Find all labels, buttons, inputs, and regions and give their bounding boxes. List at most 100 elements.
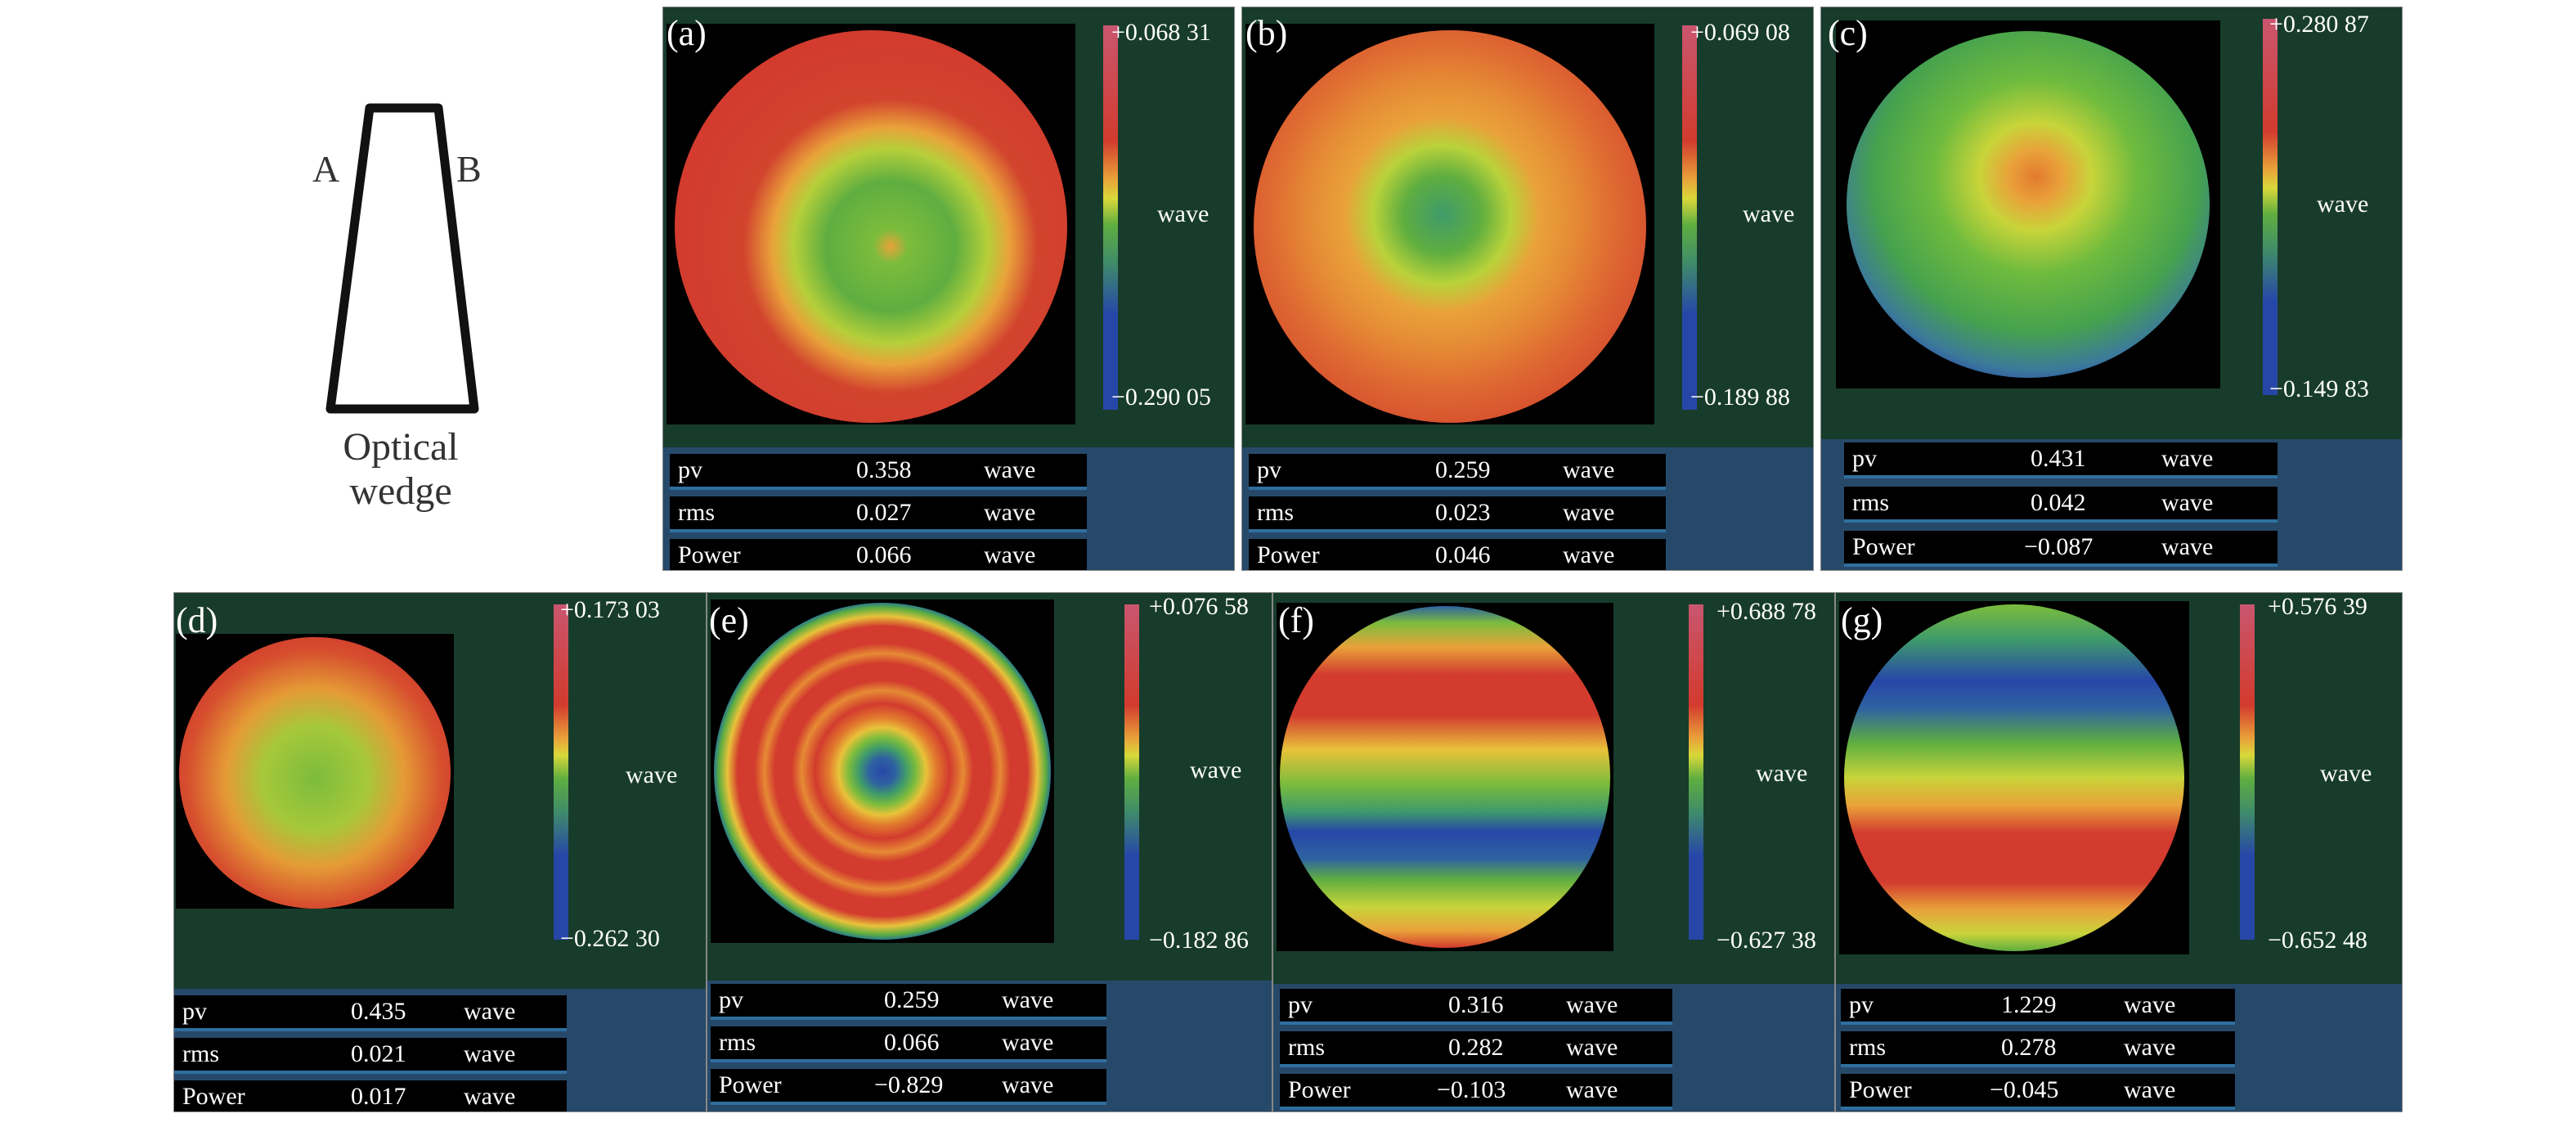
stat-unit: wave — [2161, 489, 2214, 516]
stat-name: rms — [678, 499, 715, 526]
color-scale-bar — [1124, 604, 1139, 940]
scale-max-value: +0.173 03 — [560, 596, 660, 623]
stat-value: 0.259 — [884, 986, 940, 1013]
stat-value: 0.023 — [1435, 499, 1491, 526]
stat-value: 1.229 — [2001, 991, 2057, 1018]
stat-value: 0.066 — [856, 541, 912, 568]
optical-wedge-diagram: A B Optical wedge — [294, 74, 507, 548]
stat-row-rms: rms 0.021 wave — [174, 1038, 567, 1074]
stat-row-rms: rms 0.278 wave — [1841, 1031, 2235, 1067]
stat-unit: wave — [464, 1083, 516, 1110]
stat-value: −0.087 — [2024, 533, 2094, 560]
stat-value: 0.066 — [884, 1029, 940, 1056]
stat-unit: wave — [2124, 991, 2176, 1018]
stat-value: 0.017 — [351, 1083, 406, 1110]
stat-value: 0.431 — [2031, 445, 2086, 472]
stats-area: pv 0.358 wave rms 0.027 wave Power 0.066… — [663, 447, 1234, 570]
stat-name: pv — [1849, 991, 1874, 1018]
panel-label: (a) — [666, 13, 707, 53]
color-scale-bar — [1682, 25, 1697, 410]
stat-unit: wave — [1563, 499, 1615, 526]
stat-value: −0.045 — [1990, 1076, 2059, 1103]
stat-row-rms: rms 0.023 wave — [1249, 496, 1666, 532]
stat-name: Power — [678, 541, 741, 568]
stat-row-power: Power −0.103 wave — [1280, 1074, 1672, 1110]
stat-name: rms — [1849, 1034, 1886, 1061]
panel-label: (g) — [1841, 600, 1883, 640]
stat-unit: wave — [984, 456, 1036, 483]
stats-area: pv 0.259 wave rms 0.066 wave Power −0.82… — [707, 981, 1272, 1111]
scale-unit: wave — [1756, 760, 1808, 787]
color-scale-bar — [2240, 604, 2255, 940]
stat-row-pv: pv 0.259 wave — [711, 984, 1106, 1020]
stat-unit: wave — [2161, 533, 2214, 560]
panel-c: (c) +0.280 87 wave −0.149 83 pv 0.431 — [1820, 7, 2403, 571]
color-scale-bar — [554, 604, 568, 940]
stat-value: 0.027 — [856, 499, 912, 526]
wedge-caption-line-2: wedge — [349, 469, 452, 513]
stat-value: 0.278 — [2001, 1034, 2057, 1061]
stat-row-pv: pv 0.316 wave — [1280, 989, 1672, 1025]
stat-unit: wave — [984, 541, 1036, 568]
wavefront-map-c — [1847, 31, 2210, 378]
wavefront-map-e — [714, 603, 1051, 940]
stat-unit: wave — [1566, 1034, 1618, 1061]
stat-row-pv: pv 0.435 wave — [174, 995, 567, 1031]
scale-max-value: +0.576 39 — [2268, 593, 2367, 620]
stats-area: pv 1.229 wave rms 0.278 wave Power −0.04… — [1836, 984, 2402, 1111]
stat-row-rms: rms 0.282 wave — [1280, 1031, 1672, 1067]
panel-f: (f) — [1272, 592, 1835, 1112]
wavefront-map — [176, 634, 454, 909]
stat-row-power: Power 0.017 wave — [174, 1080, 567, 1111]
scale-min-value: −0.182 86 — [1149, 927, 1249, 954]
stat-name: Power — [1257, 541, 1320, 568]
stat-name: pv — [678, 456, 702, 483]
stat-value: −0.829 — [874, 1071, 944, 1098]
scale-max-value: +0.688 78 — [1717, 598, 1816, 625]
stat-name: pv — [719, 986, 743, 1013]
stat-row-power: Power 0.046 wave — [1249, 539, 1666, 570]
wedge-caption-line-1: Optical — [343, 425, 459, 469]
stat-value: 0.358 — [856, 456, 912, 483]
scale-unit: wave — [1157, 200, 1209, 227]
stat-unit: wave — [1566, 1076, 1618, 1103]
panel-g: (g) +0.5 — [1835, 592, 2403, 1112]
stat-name: Power — [1849, 1076, 1912, 1103]
wavefront-map — [1245, 24, 1654, 424]
scale-min-value: −0.652 48 — [2268, 927, 2367, 954]
wavefront-map-a — [675, 30, 1067, 423]
panel-d: (d) +0.173 03 wave −0.262 30 pv 0.435 wa… — [173, 592, 707, 1112]
wavefront-map — [666, 24, 1075, 424]
stat-value: 0.021 — [351, 1040, 406, 1067]
stat-row-pv: pv 0.431 wave — [1844, 442, 2278, 478]
stat-name: Power — [1288, 1076, 1351, 1103]
stat-value: 0.042 — [2031, 489, 2086, 516]
scale-min-value: −0.627 38 — [1717, 927, 1816, 954]
stat-name: rms — [1288, 1034, 1325, 1061]
stat-value: −0.103 — [1437, 1076, 1506, 1103]
color-scale-bar — [2263, 19, 2278, 395]
stat-row-pv: pv 0.259 wave — [1249, 454, 1666, 490]
stat-name: Power — [719, 1071, 782, 1098]
stat-name: rms — [1257, 499, 1294, 526]
stats-area: pv 0.435 wave rms 0.021 wave Power 0.017… — [174, 989, 706, 1111]
wavefront-map — [711, 599, 1054, 943]
stat-row-pv: pv 1.229 wave — [1841, 989, 2235, 1025]
stat-name: pv — [1257, 456, 1281, 483]
scale-unit: wave — [626, 761, 678, 788]
stat-unit: wave — [2161, 445, 2214, 472]
stat-name: Power — [1852, 533, 1915, 560]
panel-label: (d) — [176, 600, 218, 640]
scale-min-value: −0.149 83 — [2269, 375, 2369, 402]
panel-a: (a) +0.068 31 wave −0.290 05 pv 0.358 — [662, 7, 1235, 571]
stat-unit: wave — [1002, 1071, 1054, 1098]
stat-unit: wave — [1002, 986, 1054, 1013]
wedge-shape — [325, 103, 479, 414]
stat-row-rms: rms 0.027 wave — [670, 496, 1087, 532]
stat-name: rms — [719, 1029, 756, 1056]
panel-b: (b) +0.069 08 wave −0.189 88 pv 0.259 — [1241, 7, 1814, 571]
stat-value: 0.316 — [1448, 991, 1504, 1018]
stat-value: 0.282 — [1448, 1034, 1504, 1061]
stat-row-rms: rms 0.066 wave — [711, 1026, 1106, 1062]
stat-unit: wave — [2124, 1034, 2176, 1061]
